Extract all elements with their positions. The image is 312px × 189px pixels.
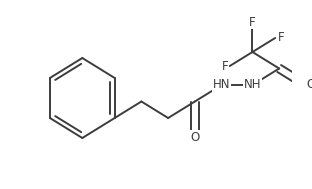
Text: O: O (190, 131, 199, 144)
Text: F: F (249, 16, 256, 29)
Text: F: F (222, 60, 228, 73)
Text: F: F (277, 32, 284, 44)
Text: O: O (306, 78, 312, 91)
Text: NH: NH (244, 78, 261, 91)
Text: HN: HN (213, 78, 230, 91)
